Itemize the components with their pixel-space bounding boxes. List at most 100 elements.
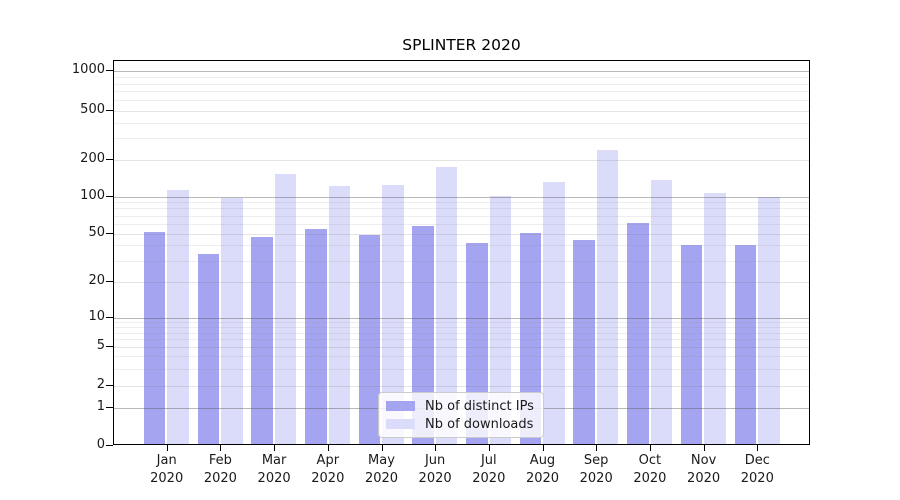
gridline: [114, 317, 809, 319]
y-axis-tick-mark: [106, 281, 113, 282]
gridline: [114, 356, 809, 358]
gridline: [114, 233, 809, 235]
plot-area: [113, 60, 810, 445]
y-axis-tick-mark: [106, 346, 113, 347]
gridline: [114, 138, 809, 140]
gridline: [114, 385, 809, 387]
y-axis-tick-label: 1: [96, 399, 105, 414]
bar-aug-distinct-ips: [519, 232, 542, 444]
bar-may-downloads: [382, 184, 404, 444]
bar-mar-downloads: [274, 173, 297, 444]
x-axis-label: Apr 2020: [311, 453, 345, 486]
x-axis-label: Jun 2020: [418, 453, 452, 486]
gridline: [114, 83, 809, 85]
x-axis-tick-mark: [649, 445, 651, 451]
x-axis-tick-mark: [381, 445, 383, 451]
legend-item-downloads: Nb of downloads: [386, 415, 534, 433]
gridline: [114, 160, 809, 161]
x-axis-label: Dec 2020: [740, 453, 774, 486]
gridline: [114, 100, 809, 102]
y-axis-tick-label: 500: [80, 101, 105, 117]
y-axis-tick-mark: [106, 407, 113, 408]
bar-nov-distinct-ips: [680, 244, 703, 444]
gridline: [114, 202, 809, 204]
x-axis-label: Jul 2020: [472, 453, 506, 486]
legend: Nb of distinct IPs Nb of downloads: [378, 392, 544, 438]
y-axis-tick-mark: [106, 232, 113, 234]
bar-jun-downloads: [435, 166, 458, 444]
gridline: [114, 110, 809, 112]
y-axis-tick-label: 0: [96, 437, 105, 452]
x-axis-tick-mark: [166, 445, 168, 451]
y-axis-tick-label: 200: [80, 151, 105, 166]
x-axis-tick-mark: [596, 445, 598, 451]
gridline: [114, 339, 809, 341]
bar-sep-distinct-ips: [573, 239, 595, 444]
y-axis-tick-label: 1000: [71, 62, 105, 77]
x-axis-label: Mar 2020: [257, 453, 291, 486]
x-axis-label: May 2020: [364, 453, 399, 486]
gridline: [114, 347, 809, 348]
gridline: [114, 215, 809, 217]
y-axis-tick-mark: [106, 195, 113, 197]
y-axis-tick-mark: [106, 70, 113, 71]
bar-feb-downloads: [221, 197, 243, 444]
gridline: [114, 91, 809, 93]
x-axis-label: Jan 2020: [150, 453, 184, 486]
gridline: [114, 332, 809, 334]
bar-jun-distinct-ips: [412, 226, 434, 444]
y-axis-tick-label: 2: [96, 376, 105, 392]
legend-item-distinct-ips: Nb of distinct IPs: [386, 397, 534, 415]
legend-label-distinct-ips: Nb of distinct IPs: [425, 398, 534, 414]
x-axis-label: Sep 2020: [579, 453, 613, 486]
bar-mar-distinct-ips: [251, 237, 273, 444]
x-axis-tick-mark: [488, 445, 490, 451]
y-axis-tick-mark: [106, 159, 113, 160]
bar-dec-distinct-ips: [734, 244, 756, 444]
y-axis-tick-label: 50: [88, 224, 105, 240]
gridline: [114, 245, 809, 247]
x-axis-tick-mark: [220, 445, 222, 451]
bar-jul-downloads: [489, 196, 511, 444]
x-axis-tick-mark: [327, 445, 329, 451]
bar-sep-downloads: [596, 150, 619, 444]
x-axis-label: Nov 2020: [687, 453, 721, 486]
y-axis-tick-label: 20: [88, 273, 105, 288]
legend-swatch-downloads: [386, 418, 415, 430]
x-axis-tick-mark: [703, 445, 705, 451]
bar-may-distinct-ips: [358, 234, 381, 444]
bar-jan-distinct-ips: [143, 231, 166, 444]
gridline: [114, 327, 809, 328]
x-axis-label: Aug 2020: [525, 453, 560, 486]
gridline: [114, 368, 809, 370]
x-axis-tick-mark: [435, 445, 437, 451]
y-axis-tick-label: 100: [80, 187, 105, 203]
gridline: [114, 260, 809, 262]
x-axis-label: Oct 2020: [633, 453, 667, 486]
gridline: [114, 196, 809, 198]
gridline: [114, 122, 809, 124]
y-axis-tick-mark: [106, 316, 113, 318]
gridline: [114, 77, 809, 78]
y-axis-tick-label: 10: [88, 308, 105, 324]
bar-nov-downloads: [704, 193, 726, 444]
bar-oct-downloads: [650, 179, 673, 444]
y-axis-tick-mark: [106, 384, 113, 386]
bar-jan-downloads: [167, 189, 189, 444]
legend-swatch-distinct-ips: [386, 400, 415, 412]
bar-aug-downloads: [543, 181, 565, 444]
bar-feb-distinct-ips: [197, 253, 220, 444]
bar-dec-downloads: [758, 197, 780, 444]
gridline: [114, 282, 809, 283]
chart-title: SPLINTER 2020: [402, 36, 521, 54]
bar-apr-downloads: [328, 186, 350, 444]
gridline: [114, 71, 809, 72]
x-axis-tick-mark: [542, 445, 544, 451]
gridline: [114, 322, 809, 323]
x-axis-tick-mark: [757, 445, 759, 451]
bar-oct-distinct-ips: [627, 222, 649, 444]
gridline: [114, 208, 809, 210]
y-axis-tick-mark: [106, 109, 113, 111]
y-axis-tick-mark: [106, 445, 113, 446]
